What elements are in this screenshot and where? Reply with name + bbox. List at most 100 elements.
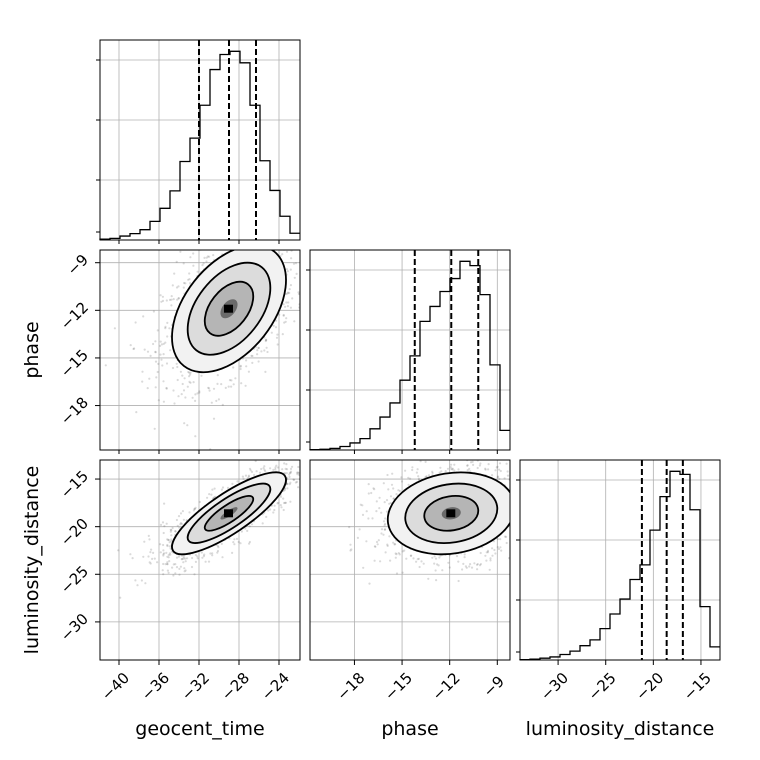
scatter-point xyxy=(212,417,216,420)
scatter-point xyxy=(407,476,410,479)
scatter-point xyxy=(263,349,266,352)
scatter-point xyxy=(178,526,181,529)
scatter-point xyxy=(426,457,428,459)
scatter-point xyxy=(379,560,382,563)
scatter-point xyxy=(270,244,272,246)
scatter-point xyxy=(285,301,288,304)
scatter-point xyxy=(498,462,502,465)
scatter-point xyxy=(288,457,290,459)
scatter-point xyxy=(215,226,217,228)
scatter-point xyxy=(468,565,471,568)
scatter-point xyxy=(265,338,268,341)
scatter-point xyxy=(512,476,514,478)
scatter-point xyxy=(156,561,159,564)
scatter-point xyxy=(297,471,300,475)
scatter-point xyxy=(231,551,234,555)
x-tick-label: −36 xyxy=(138,669,173,704)
scatter-point xyxy=(153,557,156,560)
scatter-point xyxy=(466,464,469,467)
scatter-point xyxy=(242,477,245,480)
scatter-point xyxy=(283,213,285,215)
scatter-point xyxy=(314,467,316,469)
y-tick-label: −9 xyxy=(64,251,92,279)
scatter-point xyxy=(260,350,263,353)
scatter-point xyxy=(515,518,517,520)
scatter-point xyxy=(261,237,263,239)
scatter-point xyxy=(288,288,291,291)
scatter-point xyxy=(232,366,235,369)
scatter-point xyxy=(182,518,185,521)
scatter-point xyxy=(431,455,433,457)
scatter-point xyxy=(387,488,390,491)
scatter-point xyxy=(541,471,543,473)
scatter-point xyxy=(463,553,466,556)
scatter-point xyxy=(517,505,519,507)
scatter-point xyxy=(297,457,299,459)
scatter-point xyxy=(325,272,327,274)
scatter-point xyxy=(232,541,235,544)
scatter-point xyxy=(383,528,386,531)
scatter-point xyxy=(187,278,190,281)
scatter-point xyxy=(160,300,163,303)
scatter-point xyxy=(159,543,162,546)
scatter-point xyxy=(272,324,275,327)
scatter-point xyxy=(215,242,217,244)
scatter-point xyxy=(536,455,538,457)
scatter-point xyxy=(275,464,278,467)
scatter-point xyxy=(189,282,192,285)
scatter-point xyxy=(276,236,278,238)
scatter-point xyxy=(182,557,185,560)
panel-frame xyxy=(309,459,511,661)
scatter-point xyxy=(152,342,155,346)
scatter-point xyxy=(177,515,181,518)
scatter-point xyxy=(292,478,295,481)
scatter-point xyxy=(527,533,529,535)
scatter-point xyxy=(373,559,376,562)
scatter-point xyxy=(184,560,187,563)
scatter-point xyxy=(244,384,247,387)
scatter-point xyxy=(372,487,375,490)
scatter-point xyxy=(181,382,184,386)
scatter-point xyxy=(239,365,242,368)
scatter-point xyxy=(288,471,291,474)
scatter-point xyxy=(416,558,419,561)
scatter-point xyxy=(378,507,381,510)
scatter-point xyxy=(438,556,441,559)
scatter-point xyxy=(247,370,250,373)
scatter-point xyxy=(281,333,284,336)
scatter-point xyxy=(284,501,287,504)
scatter-point xyxy=(175,260,178,263)
scatter-point xyxy=(246,529,249,533)
scatter-point xyxy=(524,497,526,499)
scatter-point xyxy=(248,540,251,544)
scatter-point xyxy=(362,566,365,569)
scatter-point xyxy=(296,473,299,476)
scatter-point xyxy=(511,530,513,532)
scatter-point xyxy=(189,371,192,374)
x-tick-label: −18 xyxy=(333,669,368,704)
x-label-luminosity_distance: luminosity_distance xyxy=(526,718,715,740)
scatter-point xyxy=(470,566,474,569)
x-tick-label: −30 xyxy=(537,669,572,704)
scatter-point xyxy=(431,471,434,475)
scatter-point xyxy=(398,489,401,493)
scatter-point xyxy=(208,255,211,258)
scatter-point xyxy=(282,313,285,317)
x-label-phase: phase xyxy=(381,718,438,740)
scatter-point xyxy=(174,530,177,533)
scatter-point xyxy=(150,548,153,551)
scatter-point xyxy=(179,522,182,525)
x-tick-label: −20 xyxy=(632,669,667,704)
scatter-point xyxy=(512,488,514,490)
scatter-point xyxy=(484,467,487,470)
scatter-point xyxy=(305,255,307,257)
scatter-point xyxy=(389,495,393,498)
scatter-point xyxy=(250,354,253,357)
scatter-point xyxy=(288,483,291,486)
scatter-point xyxy=(233,538,236,541)
scatter-point xyxy=(437,452,439,454)
scatter-point xyxy=(286,305,289,308)
scatter-point xyxy=(140,579,143,582)
scatter-point xyxy=(136,584,139,587)
scatter-point xyxy=(285,317,288,320)
